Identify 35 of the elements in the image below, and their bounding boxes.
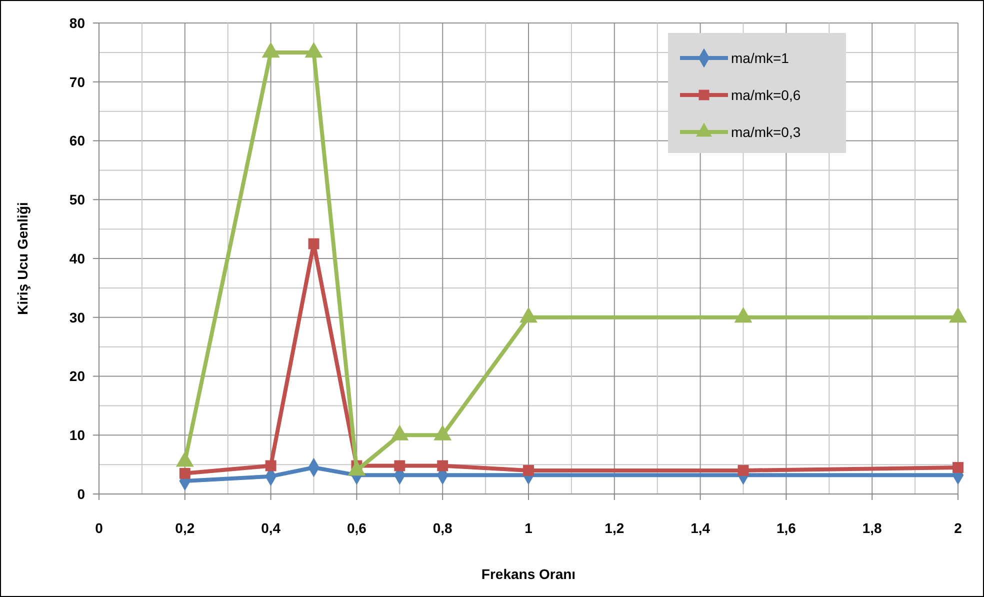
x-axis-title: Frekans Oranı: [481, 566, 576, 582]
y-axis-title: Kiriş Ucu Genliği: [14, 202, 30, 315]
y-tick-label: 20: [69, 368, 86, 384]
x-tick-label: 2: [954, 520, 962, 536]
x-tick-label: 1: [524, 520, 533, 536]
point: [308, 238, 320, 250]
x-tick-label: 0,8: [432, 520, 453, 536]
y-tick-label: 80: [69, 14, 86, 31]
x-tick-label: 1,4: [690, 520, 710, 536]
x-tick-label: 1,8: [862, 520, 882, 536]
point: [179, 468, 190, 479]
x-tick-label: 0,2: [175, 520, 195, 536]
legend-label: ma/mk=1: [731, 50, 790, 66]
point: [437, 460, 448, 472]
point: [394, 460, 406, 472]
point: [304, 42, 323, 58]
legend-label: ma/mk=0,6: [731, 86, 801, 103]
point: [738, 464, 749, 476]
y-tick-label: 70: [69, 74, 86, 90]
x-tick-label: 0,6: [346, 520, 367, 536]
x-tick-label: 1,2: [604, 520, 624, 536]
x-tick-label: 1,6: [776, 520, 796, 536]
point: [265, 460, 276, 472]
x-tick-label: 0: [95, 520, 104, 536]
y-tick-label: 50: [69, 192, 86, 208]
point: [523, 464, 534, 476]
y-tick-label: 40: [69, 250, 86, 266]
y-tick-label: 0: [77, 486, 86, 502]
legend-label: ma/mk=0,3: [731, 124, 801, 140]
point: [952, 462, 964, 473]
point: [262, 42, 280, 58]
x-tick-label: 0,4: [261, 520, 281, 536]
y-tick-label: 30: [69, 309, 86, 326]
y-tick-label: 10: [69, 427, 86, 444]
y-tick-label: 60: [69, 132, 86, 149]
